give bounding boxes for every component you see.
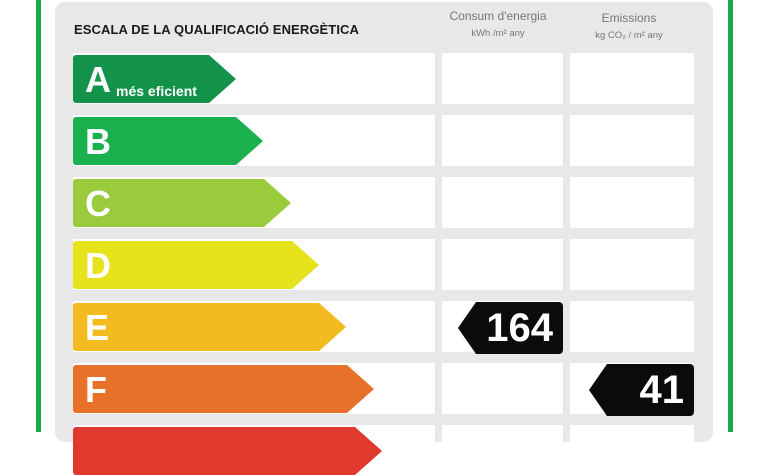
emissions-header-unit: kg CO₂ / m² any [595, 30, 663, 41]
rating-letter: D [85, 245, 111, 286]
emissions-cell [570, 425, 694, 476]
rating-letter: F [85, 369, 107, 410]
consum-cell [442, 53, 563, 104]
emissions-cell [570, 53, 694, 104]
emissions-column-header: Emissions kg CO₂ / m² any [570, 11, 688, 43]
emissions-header-title: Emissions [601, 11, 657, 25]
rating-arrow-c: C [73, 179, 291, 227]
left-frame-border [36, 0, 41, 432]
consum-cell [442, 425, 563, 476]
rating-arrow-f: F [73, 365, 374, 413]
emissions-cell [570, 301, 694, 352]
rating-letter: C [85, 183, 111, 224]
consum-cell [442, 115, 563, 166]
consum-cell [442, 239, 563, 290]
consum-header-unit: kWh /m² any [471, 28, 525, 39]
consum-header-title: Consum d'energia [449, 9, 547, 23]
rating-arrow-e: E [73, 303, 346, 351]
rating-arrow-g [73, 427, 382, 475]
rating-letter: A [85, 59, 111, 100]
consum-cell [442, 177, 563, 228]
consum-value-badge: 164 [458, 302, 563, 354]
consum-column-header: Consum d'energia kWh /m² any [440, 9, 556, 41]
rating-arrow-a: A més eficient [73, 55, 236, 103]
emissions-cell [570, 239, 694, 290]
emissions-cell [570, 115, 694, 166]
scale-title: ESCALA DE LA QUALIFICACIÓ ENERGÈTICA [74, 22, 360, 37]
right-frame-border [728, 0, 733, 432]
rating-letter: B [85, 121, 111, 162]
rating-arrow-b: B [73, 117, 263, 165]
rating-sublabel: més eficient [116, 83, 197, 99]
emissions-value-badge: 41 [589, 364, 694, 416]
rating-arrow-d: D [73, 241, 319, 289]
consum-cell [442, 363, 563, 414]
rating-letter: E [85, 307, 110, 348]
emissions-cell [570, 177, 694, 228]
